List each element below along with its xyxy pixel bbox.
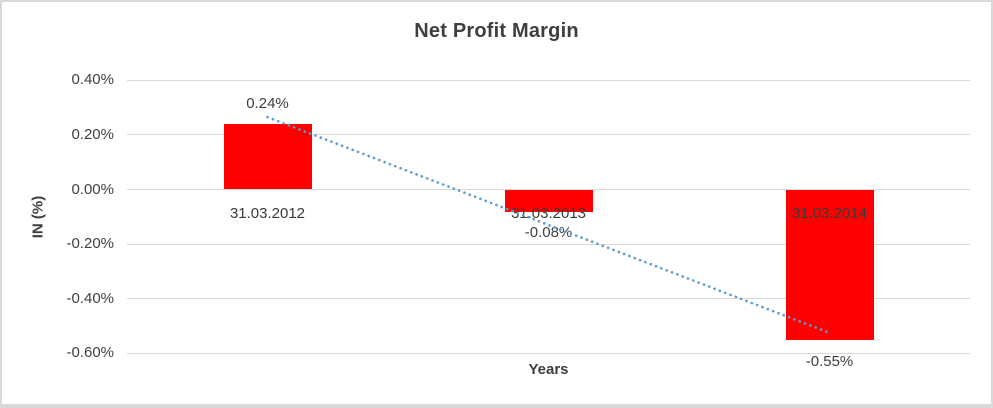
- bar-31.03.2012[interactable]: [223, 123, 312, 190]
- category-label: 31.03.2014: [791, 205, 868, 222]
- category-label: 31.03.2012: [229, 205, 306, 222]
- y-axis-title: IN (%): [29, 195, 47, 239]
- y-tick-label: -0.60%: [66, 344, 114, 362]
- y-tick-label: -0.20%: [66, 235, 114, 253]
- y-tick-label: 0.20%: [71, 125, 114, 143]
- y-tick-label: -0.40%: [66, 289, 114, 307]
- gridline: [127, 352, 970, 354]
- chart-title: Net Profit Margin: [414, 20, 579, 42]
- data-label: -0.55%: [805, 352, 854, 370]
- y-tick-label: 0.00%: [71, 180, 114, 198]
- data-label: -0.08%: [524, 224, 573, 242]
- gridline: [127, 79, 970, 81]
- data-label: 0.24%: [246, 94, 289, 112]
- x-axis-title: Years: [528, 361, 569, 378]
- y-tick-label: 0.40%: [71, 71, 114, 89]
- category-label: 31.03.2013: [510, 205, 587, 222]
